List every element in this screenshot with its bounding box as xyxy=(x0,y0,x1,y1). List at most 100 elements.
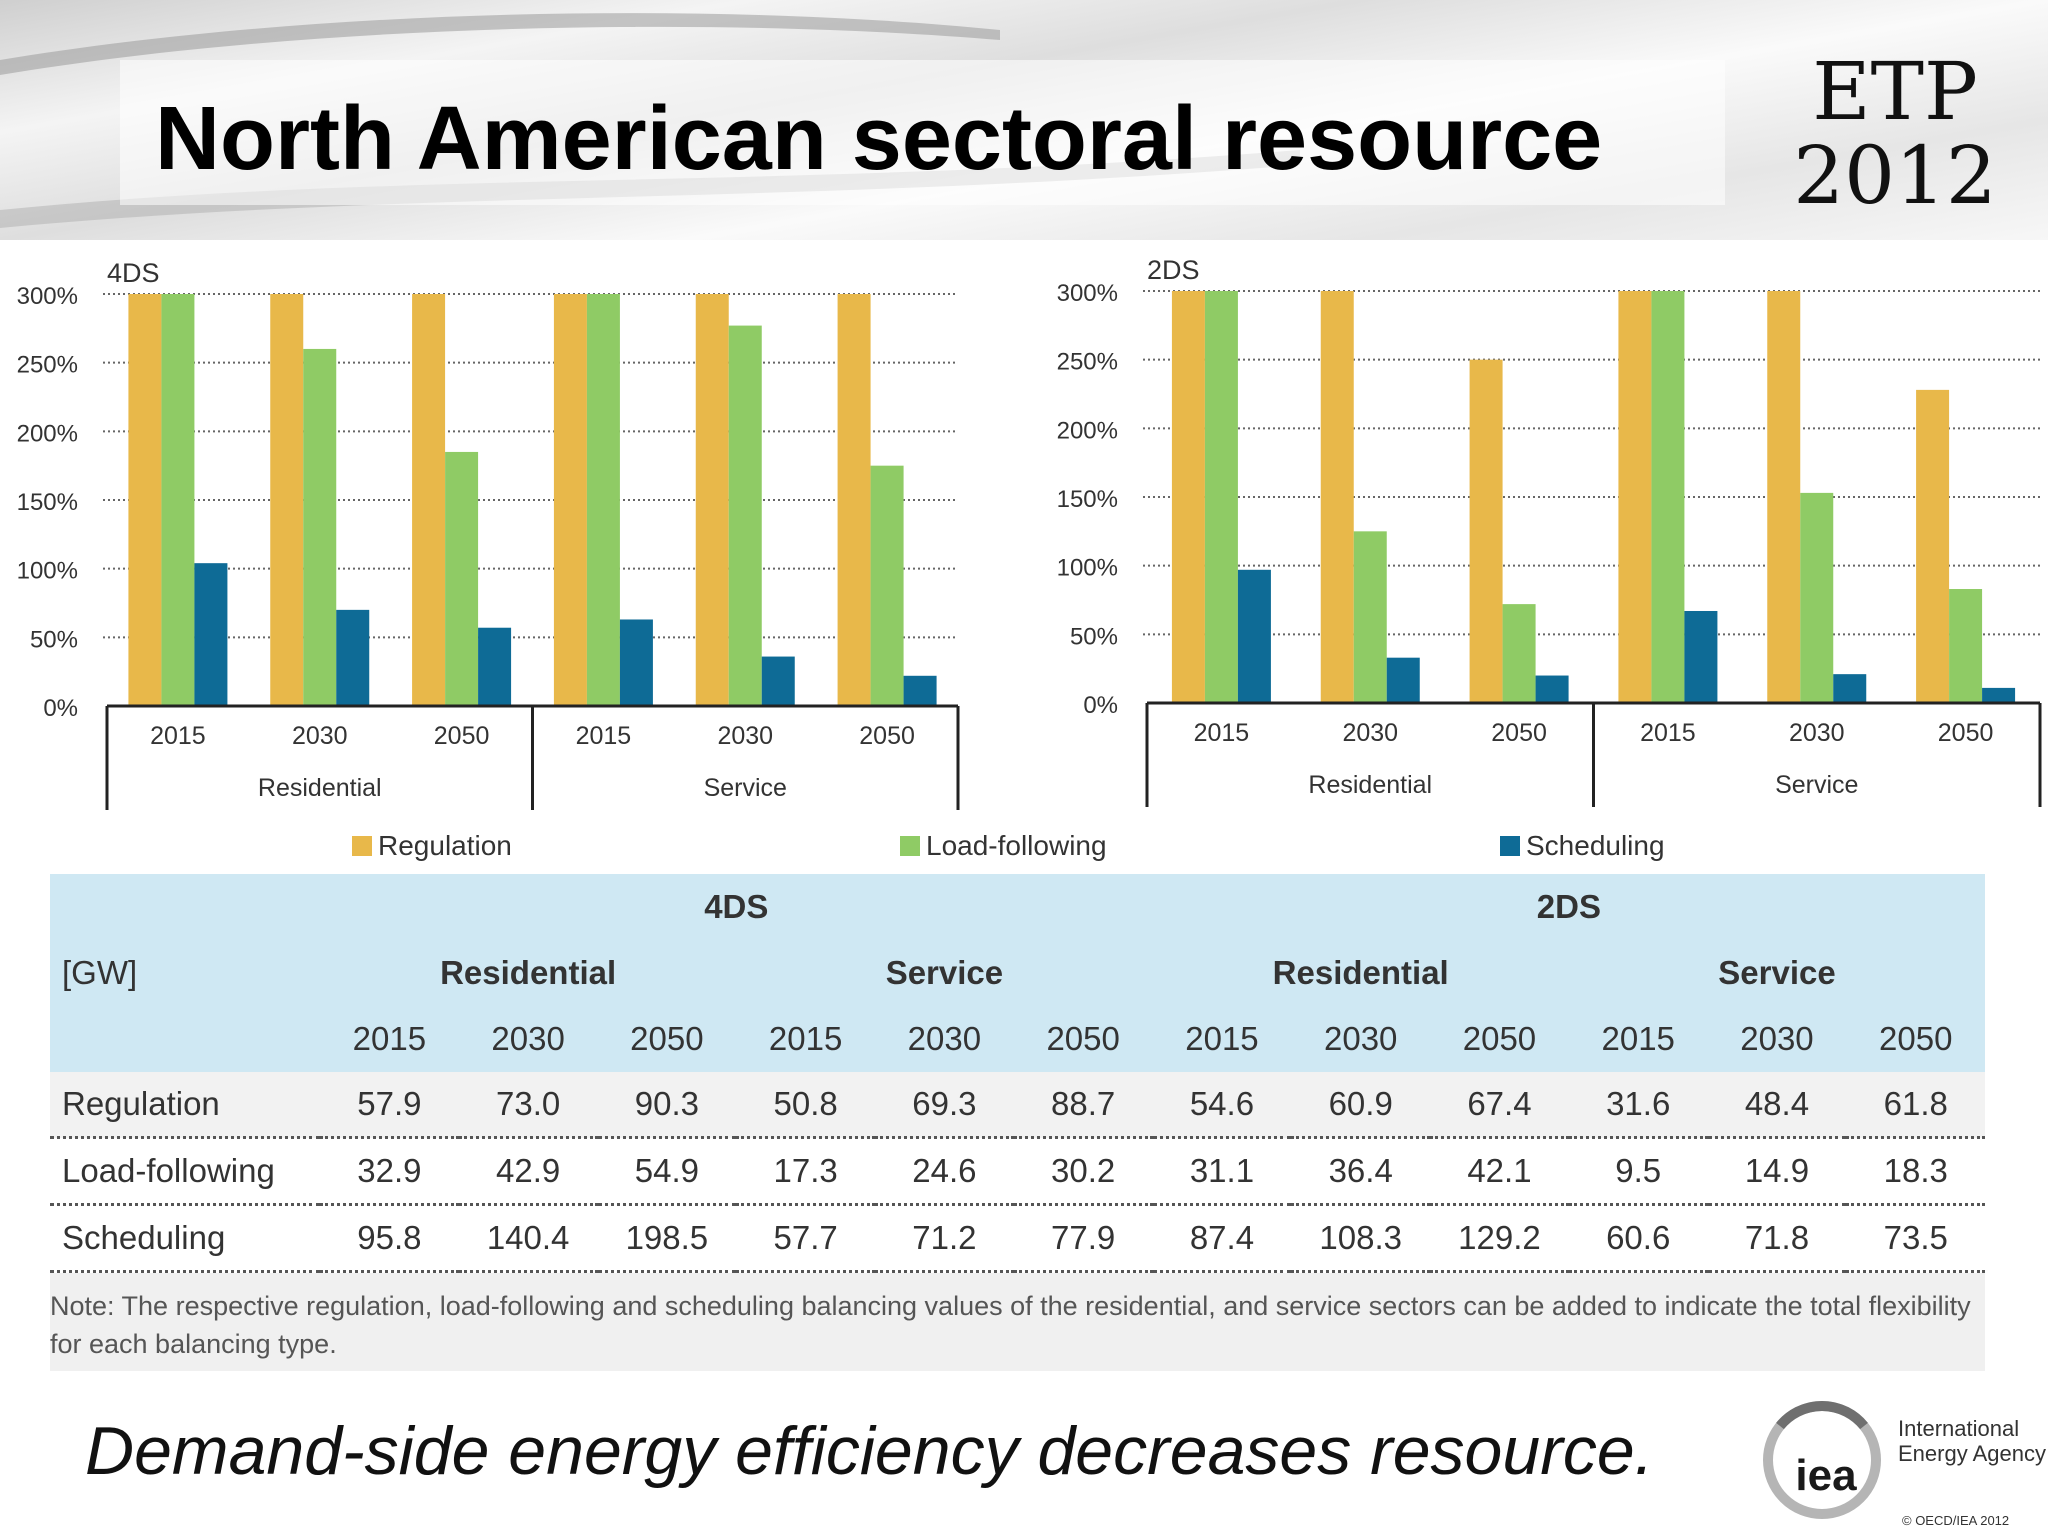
bar-load-following xyxy=(445,451,479,706)
bar-load-following xyxy=(303,348,337,706)
table-cell: 71.8 xyxy=(1707,1204,1847,1273)
x-group-label: Residential xyxy=(1308,771,1432,799)
x-tick-label: 2015 xyxy=(150,722,206,750)
legend-swatch-regulation xyxy=(352,836,372,856)
iea-name-line2: Energy Agency xyxy=(1898,1441,2046,1466)
table-cell: 31.1 xyxy=(1152,1137,1292,1206)
title-box xyxy=(120,60,1725,205)
bar-load-following xyxy=(1353,531,1387,703)
y-tick-label: 0% xyxy=(43,695,78,722)
table-unit-label: [GW] xyxy=(50,940,320,1006)
y-tick-label: 250% xyxy=(1057,349,1118,376)
table-header-year: 2015 xyxy=(320,1006,459,1072)
y-tick-label: 0% xyxy=(1083,692,1118,719)
bar-regulation xyxy=(695,294,729,706)
table-cell: 31.6 xyxy=(1568,1072,1708,1139)
table-cell: 36.4 xyxy=(1291,1137,1431,1206)
chart-title: 4DS xyxy=(107,258,160,288)
table-header-sector: Service xyxy=(736,940,1153,1006)
chart-2ds: 2DS 0% 50% 100% 150% 200% 250% 300% 2015 2030 2050… xyxy=(1057,255,2042,807)
bar-load-following xyxy=(1800,492,1834,703)
x-tick-label: 2015 xyxy=(1194,719,1250,747)
y-tick-label: 150% xyxy=(1057,486,1118,513)
chart-legend: Regulation Load-following Scheduling xyxy=(0,822,2048,866)
bar-load-following xyxy=(586,294,620,706)
x-tick-label: 2015 xyxy=(1640,719,1696,747)
table-row: Scheduling 95.8 140.4 198.5 57.7 71.2 77… xyxy=(50,1204,1986,1273)
table-row-label: Regulation xyxy=(50,1072,320,1139)
y-tick-label: 300% xyxy=(1057,280,1118,307)
x-tick-label: 2030 xyxy=(1342,719,1398,747)
iea-name-line1: International xyxy=(1898,1416,2020,1441)
table-cell: 24.6 xyxy=(875,1137,1014,1206)
table-cell: 87.4 xyxy=(1152,1204,1292,1273)
table-cell: 67.4 xyxy=(1430,1072,1569,1139)
table-cell: 69.3 xyxy=(875,1072,1014,1139)
table-header-sector: Residential xyxy=(1152,940,1569,1006)
table-header-year: 2050 xyxy=(1846,1006,1986,1072)
bar-scheduling xyxy=(336,609,370,706)
slide-tagline: Demand-side energy efficiency decreases … xyxy=(85,1413,1654,1489)
table-cell: 57.7 xyxy=(736,1204,875,1273)
etp-logo-line2: 2012 xyxy=(1793,129,1997,222)
table-row: Load-following 32.9 42.9 54.9 17.3 24.6 … xyxy=(50,1137,1986,1206)
copyright-notice: © OECD/IEA 2012 xyxy=(1902,1513,2010,1528)
y-tick-label: 300% xyxy=(17,283,78,310)
bar-scheduling xyxy=(1386,657,1420,703)
bar-load-following xyxy=(870,465,904,706)
table-cell: 42.9 xyxy=(458,1137,598,1206)
bar-regulation xyxy=(1618,291,1652,703)
x-tick-label: 2030 xyxy=(292,722,348,750)
y-tick-label: 50% xyxy=(1070,623,1118,650)
table-cell: 54.6 xyxy=(1152,1072,1292,1139)
table-header-scenario: 4DS xyxy=(320,874,1153,940)
x-tick-label: 2050 xyxy=(859,722,915,750)
bar-scheduling xyxy=(194,563,228,706)
chart-4ds: 4DS 0% 50% 100% 150% 200% 250% 300% 2015 2030 2050… xyxy=(17,258,960,810)
bar-regulation xyxy=(553,294,587,706)
table-header-scenario: 2DS xyxy=(1152,874,1986,940)
bar-load-following xyxy=(728,325,762,706)
table-header-years: 2015 2030 2050 2015 2030 2050 2015 2030 … xyxy=(50,1006,1986,1072)
iea-logo-arc xyxy=(1776,1400,1868,1430)
bar-scheduling xyxy=(1535,675,1569,703)
iea-logo-icon: iea xyxy=(1763,1400,1881,1519)
x-tick-label: 2030 xyxy=(717,722,773,750)
etp-logo-line1: ETP xyxy=(1812,45,1978,138)
bar-scheduling xyxy=(1982,687,2016,703)
table-header-sectors: [GW] Residential Service Residential Ser… xyxy=(50,940,1986,1006)
legend-item-load-following: Load-following xyxy=(900,830,1107,862)
y-tick-label: 250% xyxy=(17,352,78,379)
y-tick-label: 200% xyxy=(1057,417,1118,444)
bar-scheduling xyxy=(619,619,653,706)
x-group-label: Service xyxy=(1775,771,1858,799)
table-row: Regulation 57.9 73.0 90.3 50.8 69.3 88.7… xyxy=(50,1072,1986,1139)
y-tick-label: 150% xyxy=(17,489,78,516)
chart-title: 2DS xyxy=(1147,255,1200,285)
table-cell: 57.9 xyxy=(320,1072,459,1139)
table-header-year: 2015 xyxy=(1152,1006,1292,1072)
bar-regulation xyxy=(128,294,162,706)
bar-load-following xyxy=(1949,589,1983,703)
table-header-year: 2050 xyxy=(597,1006,737,1072)
table-header-year: 2050 xyxy=(1013,1006,1153,1072)
bar-scheduling xyxy=(1833,674,1867,703)
table-header-year: 2030 xyxy=(1707,1006,1847,1072)
legend-label-load-following: Load-following xyxy=(926,830,1107,861)
table-cell: 42.1 xyxy=(1430,1137,1569,1206)
bar-regulation xyxy=(270,294,304,706)
table-cell: 60.9 xyxy=(1291,1072,1431,1139)
bar-load-following xyxy=(1204,291,1238,703)
table-cell: 50.8 xyxy=(736,1072,875,1139)
table-cell: 48.4 xyxy=(1707,1072,1847,1139)
table-header-scenarios: 4DS 2DS xyxy=(50,874,1986,940)
table-cell: 18.3 xyxy=(1846,1137,1986,1206)
table-row-label: Load-following xyxy=(50,1137,320,1206)
table-header-sector: Residential xyxy=(320,940,737,1006)
table-cell: 60.6 xyxy=(1568,1204,1708,1273)
x-tick-label: 2030 xyxy=(1789,719,1845,747)
data-table-panel: 4DS 2DS [GW] Residential Service Residen… xyxy=(50,874,1986,1371)
table-header-blank xyxy=(50,874,320,940)
bar-regulation xyxy=(412,294,446,706)
bar-scheduling xyxy=(903,675,937,706)
